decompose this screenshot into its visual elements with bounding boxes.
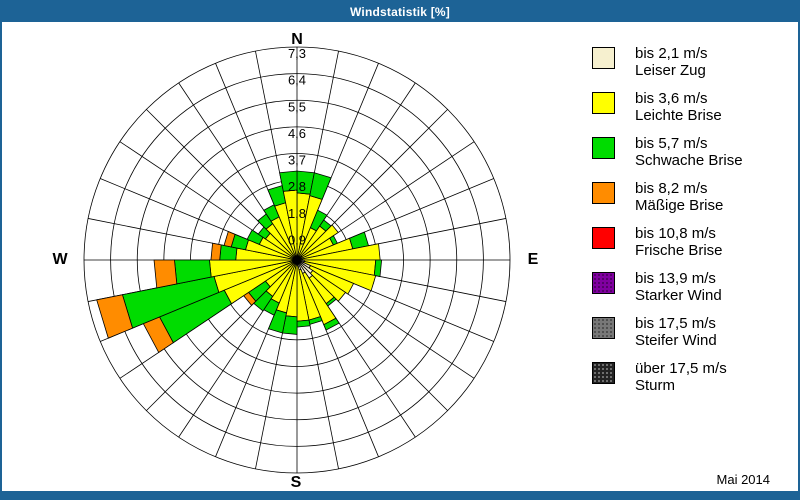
legend-swatch xyxy=(592,92,615,114)
petal-segment xyxy=(308,265,355,295)
legend-speed: über 17,5 m/s xyxy=(635,360,727,377)
legend-item: bis 8,2 m/s Mäßige Brise xyxy=(592,180,787,214)
legend-speed: bis 2,1 m/s xyxy=(635,45,708,62)
legend-label: bis 10,8 m/s Frische Brise xyxy=(635,225,723,259)
petal-segment xyxy=(303,260,377,292)
legend-class-name: Schwache Brise xyxy=(635,152,743,169)
wind-rose-area: 0,9 1,8 2,8 3,7 4,6 5,5 6,4 7,3 xyxy=(2,2,582,498)
petal-segment xyxy=(153,259,178,289)
petal-segment xyxy=(246,229,264,245)
ring-value-label: 6,4 xyxy=(288,73,306,88)
ring-value-label: 7,3 xyxy=(288,46,306,61)
footer-date: Mai 2014 xyxy=(716,472,770,487)
legend-swatch xyxy=(592,272,615,294)
title-bar: Windstatistik [%] xyxy=(2,2,798,22)
ring-value-label: 4,6 xyxy=(288,126,306,141)
legend-class-name: Starker Wind xyxy=(635,287,722,304)
window-title: Windstatistik [%] xyxy=(350,5,450,19)
compass-label-south: S xyxy=(290,474,302,491)
legend-label: bis 2,1 m/s Leiser Zug xyxy=(635,45,708,79)
legend-label: bis 3,6 m/s Leichte Brise xyxy=(635,90,722,124)
legend-swatch xyxy=(592,362,615,384)
legend-item: bis 5,7 m/s Schwache Brise xyxy=(592,135,787,169)
legend-class-name: Leiser Zug xyxy=(635,62,706,79)
legend-speed: bis 10,8 m/s xyxy=(635,225,716,242)
legend-swatch xyxy=(592,182,615,204)
ring-value-label: 0,9 xyxy=(288,232,306,247)
legend-label: bis 8,2 m/s Mäßige Brise xyxy=(635,180,723,214)
ring-value-label: 2,8 xyxy=(288,179,306,194)
petal-segment xyxy=(309,270,347,302)
legend-item: bis 17,5 m/s Steifer Wind xyxy=(592,315,787,349)
legend-speed: bis 5,7 m/s xyxy=(635,135,708,152)
legend-item: bis 10,8 m/s Frische Brise xyxy=(592,225,787,259)
petal-segment xyxy=(210,242,222,261)
legend-class-name: Leichte Brise xyxy=(635,107,722,124)
ring-value-label: 3,7 xyxy=(288,153,306,168)
legend-label: bis 5,7 m/s Schwache Brise xyxy=(635,135,743,169)
legend-swatch xyxy=(592,317,615,339)
petal-segment xyxy=(223,230,236,248)
legend-swatch xyxy=(592,137,615,159)
legend-item: bis 2,1 m/s Leiser Zug xyxy=(592,45,787,79)
petal-segment xyxy=(267,309,287,334)
legend-item: bis 3,6 m/s Leichte Brise xyxy=(592,90,787,124)
petal-segment xyxy=(323,317,340,331)
petal-segment xyxy=(373,259,383,277)
legend-label: über 17,5 m/s Sturm xyxy=(635,360,727,394)
legend-speed: bis 13,9 m/s xyxy=(635,270,716,287)
legend-item: über 17,5 m/s Sturm xyxy=(592,360,787,394)
compass-label-west: W xyxy=(52,251,68,268)
petal-segment xyxy=(296,319,311,328)
center-hub xyxy=(293,256,301,264)
legend-speed: bis 17,5 m/s xyxy=(635,315,716,332)
window-bottom-bar xyxy=(2,491,798,498)
legend-speed: bis 3,6 m/s xyxy=(635,90,708,107)
wind-rose-chart: 0,9 1,8 2,8 3,7 4,6 5,5 6,4 7,3 xyxy=(83,46,511,474)
ring-value-label: 5,5 xyxy=(288,99,306,114)
legend-label: bis 13,9 m/s Starker Wind xyxy=(635,270,722,304)
legend-label: bis 17,5 m/s Steifer Wind xyxy=(635,315,717,349)
legend-swatch xyxy=(592,227,615,249)
legend: bis 2,1 m/s Leiser Zug bis 3,6 m/s Leichte … xyxy=(592,45,787,407)
legend-class-name: Mäßige Brise xyxy=(635,197,724,214)
petal-segment xyxy=(309,172,332,200)
compass-label-east: E xyxy=(527,251,539,268)
legend-swatch xyxy=(592,47,615,69)
legend-class-name: Frische Brise xyxy=(635,242,723,259)
ring-value-label: 1,8 xyxy=(288,206,306,221)
petal-segment xyxy=(96,294,134,339)
legend-class-name: Steifer Wind xyxy=(635,332,717,349)
legend-class-name: Sturm xyxy=(635,377,676,394)
petal-segment xyxy=(309,209,328,232)
legend-item: bis 13,9 m/s Starker Wind xyxy=(592,270,787,304)
legend-speed: bis 8,2 m/s xyxy=(635,180,708,197)
compass-label-north: N xyxy=(291,31,303,48)
petal-segment xyxy=(279,170,298,192)
